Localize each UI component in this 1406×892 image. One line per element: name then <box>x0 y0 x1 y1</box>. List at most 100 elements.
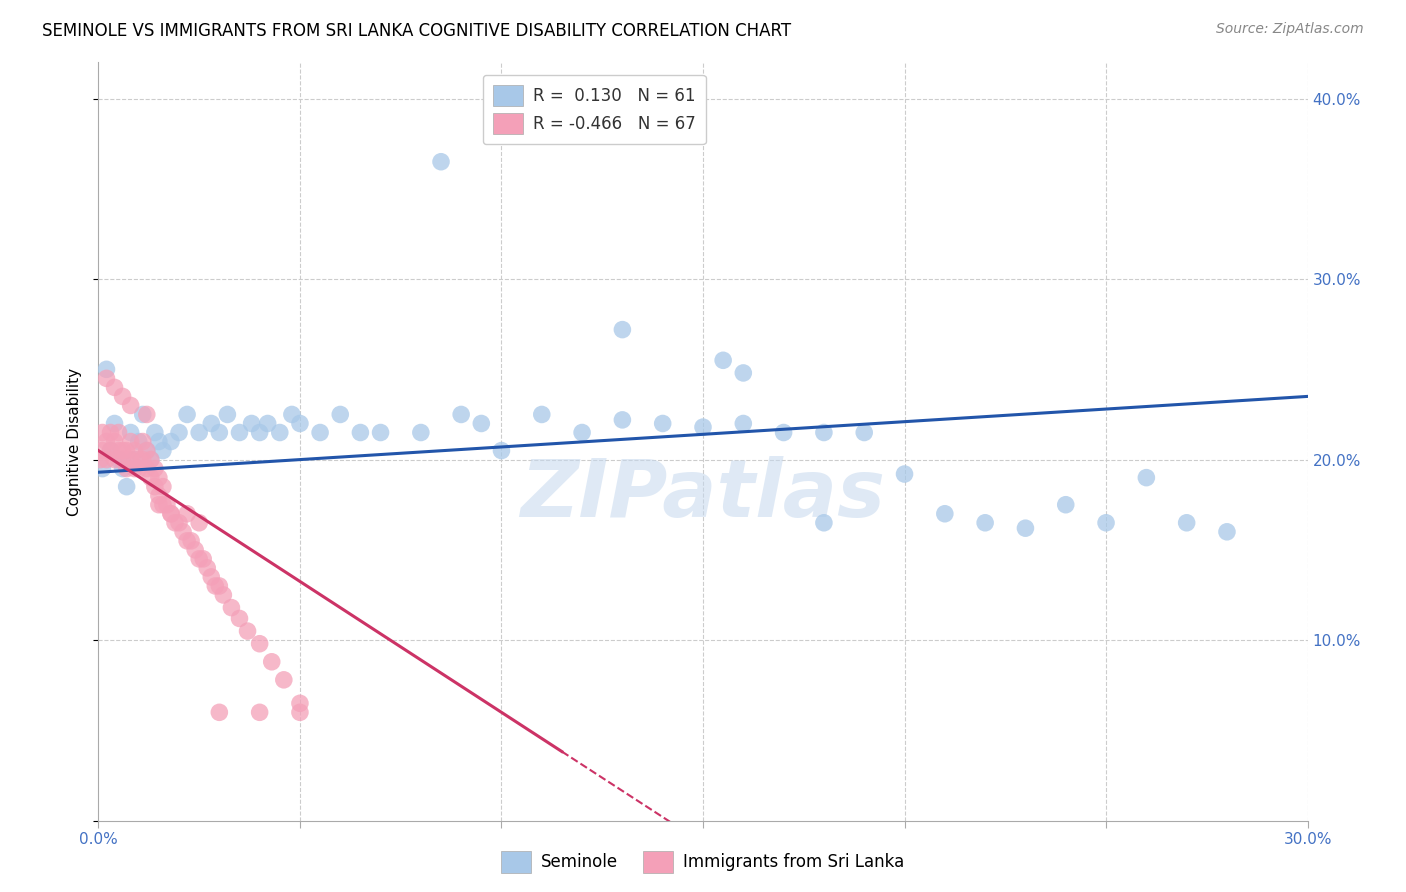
Point <box>115 461 138 475</box>
Point <box>103 380 125 394</box>
Point <box>143 425 166 440</box>
Point <box>91 425 114 440</box>
Point <box>772 425 794 440</box>
Point <box>107 425 129 440</box>
Point <box>148 489 170 503</box>
Point <box>128 452 150 467</box>
Point <box>249 706 271 720</box>
Point <box>208 579 231 593</box>
Point <box>934 507 956 521</box>
Point <box>1175 516 1198 530</box>
Point <box>143 480 166 494</box>
Point <box>249 425 271 440</box>
Point <box>100 443 122 458</box>
Point <box>450 408 472 422</box>
Point <box>269 425 291 440</box>
Point <box>236 624 259 639</box>
Point <box>115 443 138 458</box>
Point <box>195 561 218 575</box>
Point <box>188 552 211 566</box>
Point <box>120 425 142 440</box>
Point <box>120 399 142 413</box>
Point <box>176 408 198 422</box>
Point <box>176 533 198 548</box>
Point <box>188 516 211 530</box>
Point <box>89 452 111 467</box>
Point <box>111 443 134 458</box>
Point <box>733 366 755 380</box>
Y-axis label: Cognitive Disability: Cognitive Disability <box>67 368 83 516</box>
Point <box>530 408 553 422</box>
Point <box>249 637 271 651</box>
Point <box>1095 516 1118 530</box>
Point <box>200 417 222 431</box>
Point <box>143 461 166 475</box>
Point <box>152 498 174 512</box>
Point <box>329 408 352 422</box>
Point <box>430 154 453 169</box>
Point <box>111 389 134 403</box>
Point <box>256 417 278 431</box>
Point <box>288 696 311 710</box>
Point <box>273 673 295 687</box>
Point <box>1054 498 1077 512</box>
Point <box>167 516 190 530</box>
Point <box>132 452 155 467</box>
Point <box>612 413 634 427</box>
Point <box>1135 470 1157 484</box>
Point <box>612 323 634 337</box>
Point <box>160 434 183 449</box>
Point <box>217 408 239 422</box>
Point <box>120 434 142 449</box>
Point <box>733 417 755 431</box>
Point <box>148 470 170 484</box>
Point <box>200 570 222 584</box>
Point <box>96 362 118 376</box>
Point <box>349 425 371 440</box>
Point <box>100 443 122 458</box>
Point <box>893 467 915 481</box>
Point <box>813 425 835 440</box>
Point <box>132 434 155 449</box>
Point <box>974 516 997 530</box>
Point <box>160 507 183 521</box>
Point <box>152 480 174 494</box>
Point <box>103 417 125 431</box>
Point <box>1216 524 1239 539</box>
Point <box>135 408 157 422</box>
Point <box>91 443 114 458</box>
Point <box>571 425 593 440</box>
Point <box>103 434 125 449</box>
Point <box>135 443 157 458</box>
Point <box>370 425 392 440</box>
Point <box>853 425 876 440</box>
Point <box>148 434 170 449</box>
Point <box>100 425 122 440</box>
Point <box>124 452 146 467</box>
Point <box>208 425 231 440</box>
Point <box>132 408 155 422</box>
Point <box>167 425 190 440</box>
Point <box>1014 521 1036 535</box>
Text: SEMINOLE VS IMMIGRANTS FROM SRI LANKA COGNITIVE DISABILITY CORRELATION CHART: SEMINOLE VS IMMIGRANTS FROM SRI LANKA CO… <box>42 22 792 40</box>
Point <box>288 417 311 431</box>
Legend: Seminole, Immigrants from Sri Lanka: Seminole, Immigrants from Sri Lanka <box>495 845 911 880</box>
Point <box>260 655 283 669</box>
Point <box>163 516 186 530</box>
Point <box>212 588 235 602</box>
Point <box>204 579 226 593</box>
Point <box>107 452 129 467</box>
Point <box>309 425 332 440</box>
Point <box>139 452 162 467</box>
Point <box>692 420 714 434</box>
Point <box>188 425 211 440</box>
Text: Source: ZipAtlas.com: Source: ZipAtlas.com <box>1216 22 1364 37</box>
Point <box>124 443 146 458</box>
Point <box>148 498 170 512</box>
Point <box>120 452 142 467</box>
Point <box>228 425 250 440</box>
Text: ZIPatlas: ZIPatlas <box>520 456 886 533</box>
Point <box>111 452 134 467</box>
Point <box>152 443 174 458</box>
Point <box>172 524 194 539</box>
